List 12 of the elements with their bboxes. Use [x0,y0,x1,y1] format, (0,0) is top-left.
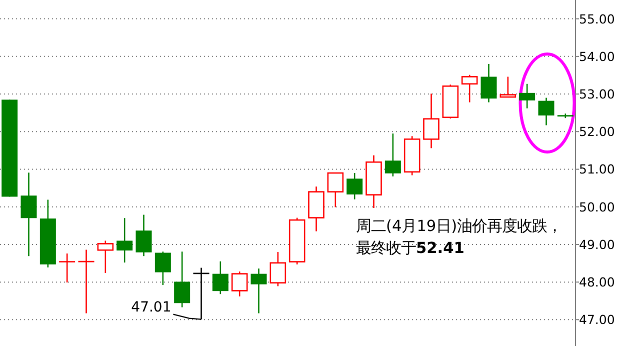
y-tick-label: 54.00 [579,48,615,64]
annotation: 最终收于52.41 [356,239,464,257]
y-tick-label: 55.00 [579,11,615,26]
y-tick-label: 51.00 [579,162,615,177]
annotation: 周二(4月19日)油价再度收跌， [356,217,562,235]
y-tick-label: 53.00 [579,86,615,102]
y-tick-label: 52.00 [579,124,615,140]
y-tick-label: 50.00 [579,199,615,214]
y-tick-label: 47.00 [579,312,615,328]
y-tick-label: 49.00 [579,236,615,252]
annotation: 47.01 [131,299,172,316]
y-tick-label: 48.00 [579,274,615,290]
